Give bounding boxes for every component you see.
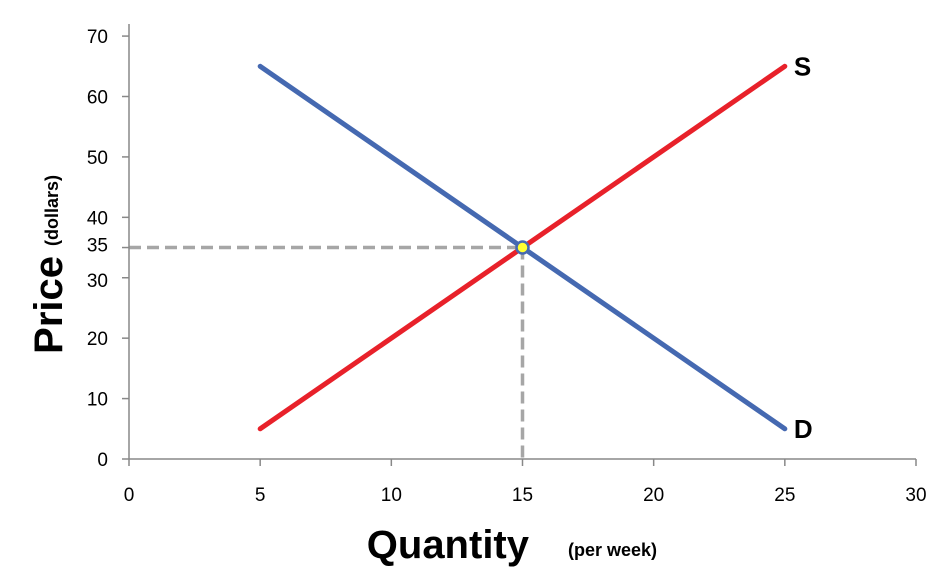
- supply-label: S: [794, 51, 811, 81]
- equilibrium-marker-group: [515, 240, 530, 255]
- x-tick-label: 5: [255, 485, 266, 506]
- equilibrium-point: [515, 240, 530, 255]
- y-tick-label: 35: [87, 236, 108, 257]
- y-tick-label: 30: [87, 271, 108, 292]
- x-tick-label: 20: [643, 485, 664, 506]
- x-tick-label: 30: [905, 485, 926, 506]
- labels: Quantity (per week) Price (dollars) S D: [27, 51, 813, 567]
- y-tick-label: 0: [97, 450, 108, 471]
- y-axis-title: Price: [27, 256, 71, 354]
- y-tick-label: 50: [87, 148, 108, 169]
- x-tick-label: 25: [774, 485, 795, 506]
- x-tick-label: 15: [512, 485, 533, 506]
- y-tick-label: 60: [87, 88, 108, 109]
- y-tick-label: 20: [87, 329, 108, 350]
- x-axis-title: Quantity: [367, 523, 530, 567]
- equilibrium-guides: [129, 245, 525, 459]
- y-axis-unit: (dollars): [42, 175, 62, 246]
- demand-label: D: [794, 414, 813, 444]
- y-tick-label: 70: [87, 27, 108, 48]
- axes: 0 5 10 15 20 25 30 0 10 20 30 35 40 50 60 70: [87, 24, 927, 506]
- x-axis-unit: (per week): [568, 540, 657, 560]
- y-tick-label: 40: [87, 208, 108, 229]
- x-tick-label: 10: [381, 485, 402, 506]
- y-tick-label: 10: [87, 390, 108, 411]
- x-tick-label: 0: [124, 485, 135, 506]
